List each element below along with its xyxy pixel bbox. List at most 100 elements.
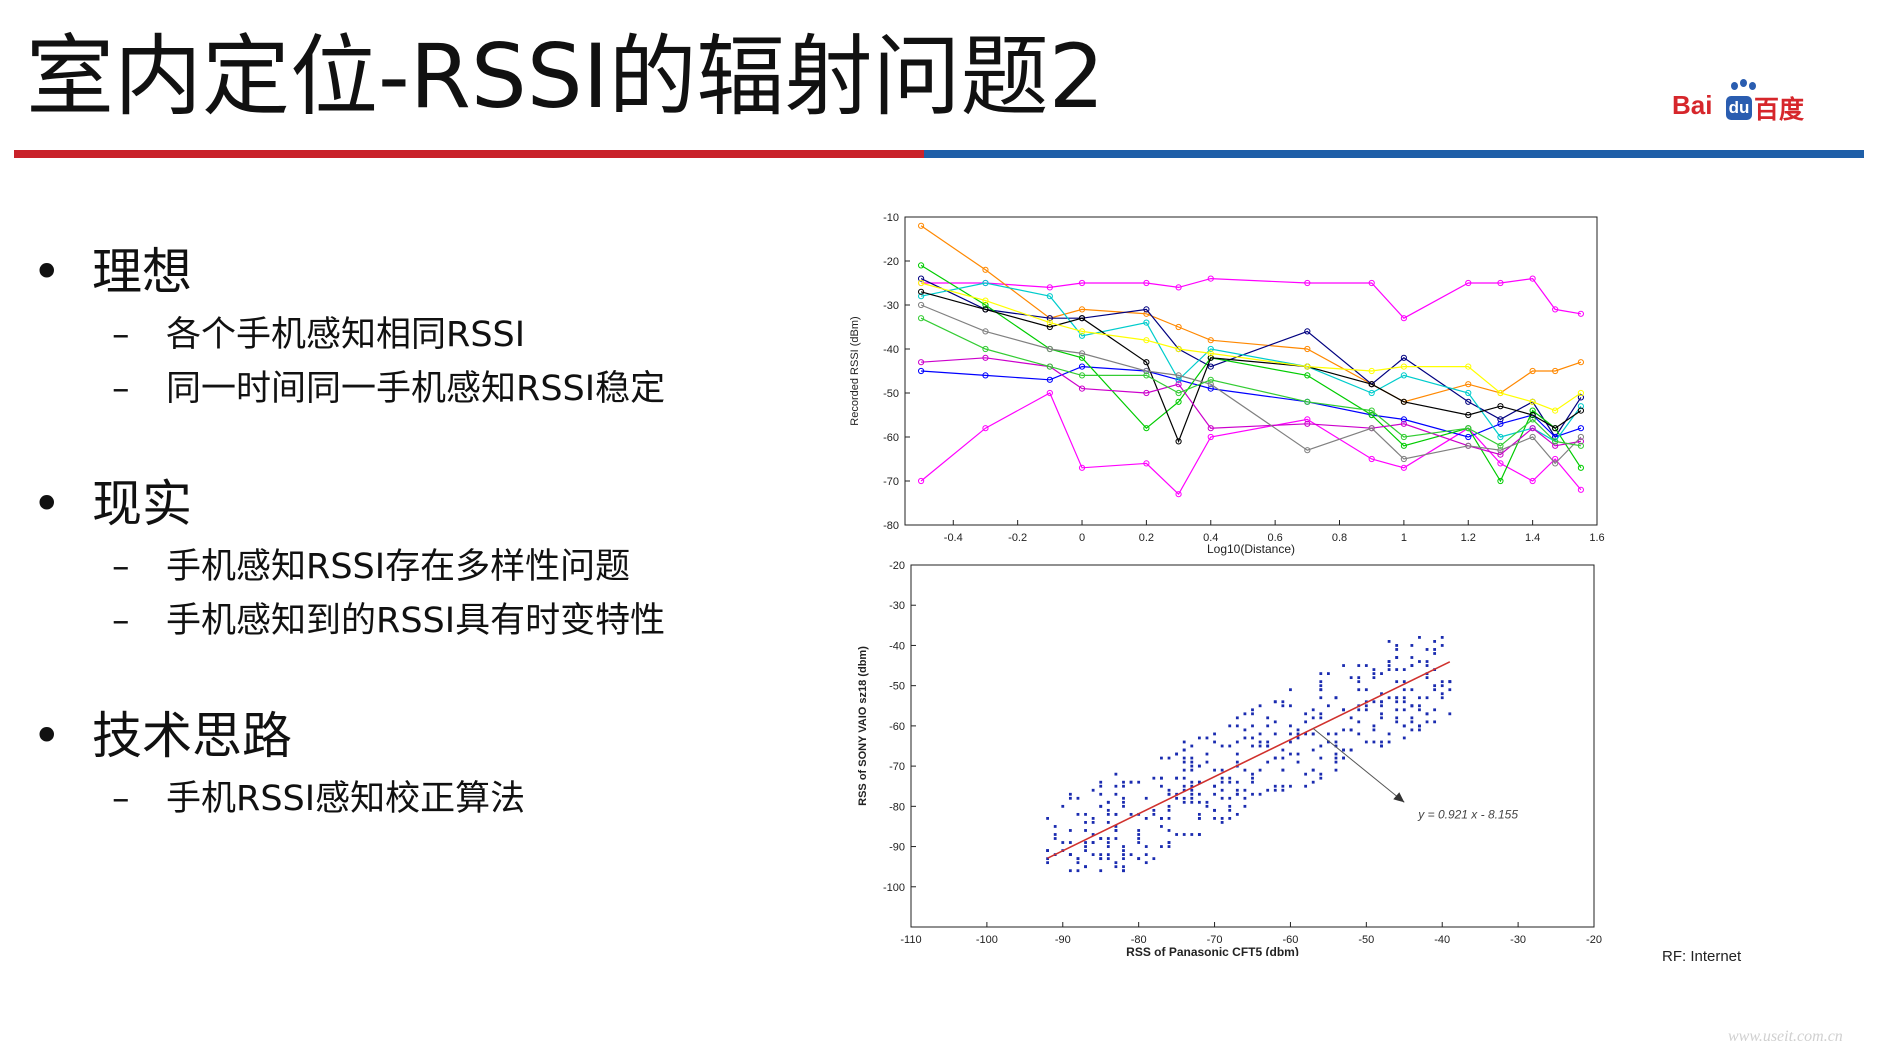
scatter-point <box>1289 740 1292 744</box>
scatter-point <box>1251 772 1254 776</box>
data-point <box>1497 451 1504 458</box>
scatter-point <box>1410 664 1414 667</box>
data-point <box>1078 464 1086 471</box>
x-axis-label: Log10(Distance) <box>1207 542 1295 556</box>
data-point <box>1175 345 1182 353</box>
page-title: 室内定位-RSSI的辐射问题2 <box>26 25 1105 128</box>
y-tick-label: -60 <box>889 721 905 733</box>
scatter-point <box>1114 792 1118 796</box>
data-point <box>1497 403 1504 410</box>
scatter-point <box>1281 748 1285 752</box>
data-point <box>1497 433 1504 441</box>
scatter-point <box>1122 780 1125 784</box>
scatter-point <box>1281 788 1285 792</box>
scatter-point <box>1273 788 1277 792</box>
scatter-point <box>1190 784 1194 788</box>
scatter-point <box>1114 837 1118 840</box>
data-point <box>1175 376 1182 383</box>
logo-badge: du <box>1726 96 1752 120</box>
data-point <box>1400 315 1407 322</box>
scatter-point <box>1418 660 1421 663</box>
scatter-point <box>1160 756 1163 760</box>
scatter-point <box>1342 748 1345 752</box>
scatter-point <box>1410 728 1414 732</box>
scatter-point <box>1319 776 1323 780</box>
data-point <box>1400 455 1407 463</box>
scatter-point <box>1220 776 1224 780</box>
sub-bullet-text: 手机感知到的RSSI具有时变特性 <box>166 601 666 641</box>
fit-line <box>1047 661 1451 859</box>
data-point <box>1577 486 1585 493</box>
scatter-point <box>1433 648 1437 651</box>
data-point <box>1304 447 1311 454</box>
scatter-point <box>1311 748 1315 752</box>
scatter-point <box>1448 712 1452 716</box>
scatter-point <box>1251 712 1254 716</box>
data-point <box>1207 433 1214 441</box>
data-point <box>1497 416 1504 423</box>
scatter-point <box>1273 732 1277 736</box>
data-point <box>1207 363 1214 370</box>
data-point <box>1529 411 1536 419</box>
x-tick-label: -70 <box>1207 934 1223 946</box>
scatter-point <box>1281 784 1285 788</box>
scatter-point <box>1190 796 1194 800</box>
scatter-point <box>1197 780 1201 784</box>
scatter-point <box>1160 825 1163 828</box>
scatter-point <box>1220 796 1224 800</box>
data-point <box>1497 442 1504 449</box>
scatter-point <box>1281 756 1285 760</box>
scatter-point <box>1182 756 1186 760</box>
data-point <box>1368 381 1375 388</box>
data-point <box>1368 389 1375 397</box>
data-point <box>1304 328 1311 335</box>
scatter-point <box>1137 829 1141 832</box>
data-point <box>1552 425 1559 432</box>
data-point <box>1304 372 1311 379</box>
y-tick-label: -70 <box>883 476 899 488</box>
scatter-point <box>1167 817 1171 820</box>
scatter-point <box>1175 796 1179 800</box>
data-point <box>1046 389 1053 397</box>
scatter-point <box>1235 780 1239 784</box>
scatter-point <box>1144 845 1148 848</box>
data-point <box>1078 315 1086 322</box>
data-point <box>1143 359 1150 366</box>
scatter-point <box>1364 704 1368 708</box>
scatter-point <box>1402 696 1406 700</box>
scatter-point <box>1235 788 1239 792</box>
data-point <box>1529 275 1536 282</box>
y-tick-label: -70 <box>889 761 905 773</box>
scatter-point <box>1364 688 1368 692</box>
scatter-point <box>1380 692 1383 696</box>
scatter-point <box>1182 796 1186 800</box>
scatter-point <box>1273 700 1277 704</box>
scatter-point <box>1228 808 1232 812</box>
paw-icon <box>1731 82 1738 90</box>
scatter-point <box>1235 760 1239 764</box>
scatter-point <box>1197 792 1201 796</box>
scatter-point <box>1197 812 1201 816</box>
scatter-point <box>1342 708 1345 712</box>
series-line-1 <box>920 225 1582 403</box>
series-line-5 <box>920 264 1582 483</box>
scatter-point <box>1251 708 1254 712</box>
scatter-point <box>1448 680 1452 684</box>
y-tick-label: -80 <box>889 801 905 813</box>
scatter-point <box>1319 772 1323 776</box>
data-point <box>1400 416 1407 423</box>
scatter-point <box>1425 660 1429 663</box>
data-point <box>1304 420 1311 427</box>
scatter-point <box>1387 732 1391 736</box>
y-tick-label: -30 <box>889 600 905 612</box>
scatter-point <box>1122 845 1125 848</box>
scatter-point <box>1425 712 1429 716</box>
scatter-point <box>1433 640 1437 643</box>
data-point <box>1078 385 1086 392</box>
scatter-point <box>1251 724 1254 728</box>
scatter-point <box>1084 845 1087 848</box>
series-line-11 <box>920 317 1582 447</box>
data-point <box>1143 389 1150 397</box>
data-point <box>1046 293 1053 300</box>
data-point <box>917 222 925 229</box>
